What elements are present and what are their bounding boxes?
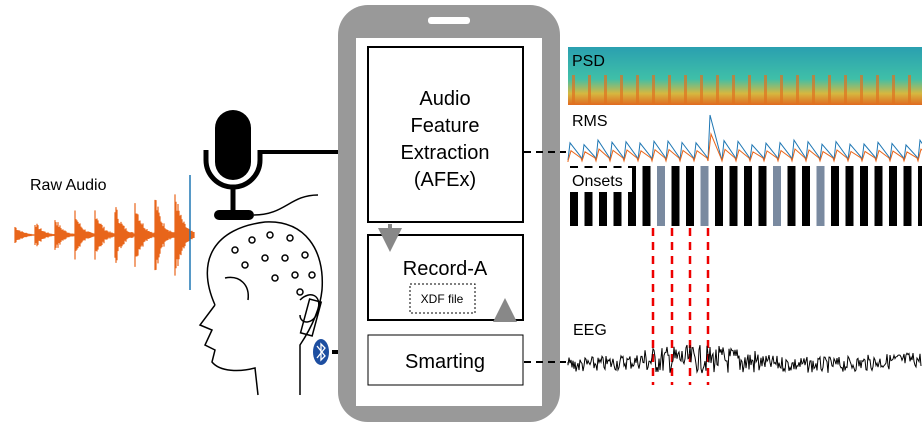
psd-label: PSD: [572, 53, 605, 70]
rms-label: RMS: [572, 113, 608, 130]
psd-stripe: [668, 75, 671, 105]
rms-line: [568, 115, 922, 160]
psd-stripe: [620, 75, 623, 105]
onset-bar: [672, 166, 680, 226]
microphone-icon: [206, 110, 318, 220]
psd-stripe: [716, 75, 719, 105]
eeg-label: EEG: [573, 322, 607, 339]
afex-label: (AFEx): [414, 169, 476, 191]
onset-bar: [875, 166, 883, 226]
psd-stripe: [604, 75, 607, 105]
psd-stripe: [652, 75, 655, 105]
psd-stripe: [908, 75, 911, 105]
onset-bar: [657, 166, 665, 226]
diagram: Raw Audio Audio Feature Extraction (AFEx…: [0, 0, 922, 424]
psd-stripe: [588, 75, 591, 105]
onset-bar: [773, 166, 781, 226]
onset-bar: [788, 166, 796, 226]
onset-bar: [918, 166, 922, 226]
onset-bar: [701, 166, 709, 226]
onset-bar: [744, 166, 752, 226]
onset-bar: [802, 166, 810, 226]
onset-bar: [831, 166, 839, 226]
onset-bar: [817, 166, 825, 226]
head-icon: [200, 222, 322, 395]
eeg-signal: [568, 345, 921, 373]
onset-bar: [643, 166, 651, 226]
rms-plot: [568, 115, 922, 162]
psd-stripe: [732, 75, 735, 105]
onset-bar: [686, 166, 694, 226]
psd-stripe: [748, 75, 751, 105]
psd-stripe: [812, 75, 815, 105]
psd-stripe: [860, 75, 863, 105]
afex-label: Feature: [411, 115, 480, 137]
onset-bar: [759, 166, 767, 226]
onset-bar: [904, 166, 912, 226]
afex-label: Audio: [419, 88, 470, 110]
record-label: Record-A: [403, 258, 488, 280]
onset-bar: [860, 166, 868, 226]
page: {"left": {"raw_audio": "Raw Audio"}, "ph…: [0, 0, 922, 424]
onset-bar: [889, 166, 897, 226]
waveform: [15, 194, 194, 275]
smarting-label: Smarting: [405, 351, 485, 373]
rms-line: [568, 134, 922, 162]
bluetooth-icon: [313, 339, 329, 365]
onset-bar: [715, 166, 723, 226]
onsets-label: Onsets: [572, 173, 623, 190]
onset-markers: [653, 228, 708, 385]
raw-audio-label: Raw Audio: [30, 177, 107, 194]
afex-label: Extraction: [401, 142, 490, 164]
psd-stripe: [796, 75, 799, 105]
psd-stripe: [636, 75, 639, 105]
psd-stripe: [876, 75, 879, 105]
psd-stripe: [828, 75, 831, 105]
psd-stripe: [892, 75, 895, 105]
psd-stripe: [764, 75, 767, 105]
onset-bar: [846, 166, 854, 226]
psd-stripe: [572, 75, 575, 105]
psd-stripe: [780, 75, 783, 105]
psd-stripe: [684, 75, 687, 105]
onset-bar: [730, 166, 738, 226]
psd-stripe: [700, 75, 703, 105]
xdf-label: XDF file: [421, 292, 464, 306]
psd-stripe: [844, 75, 847, 105]
